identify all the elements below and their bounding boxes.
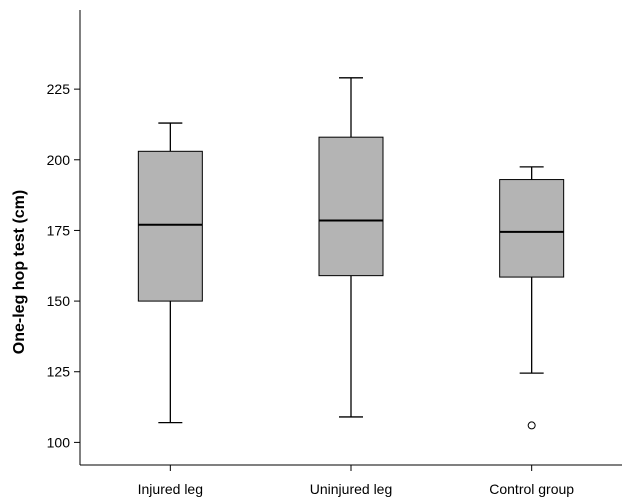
y-tick-label: 125 <box>47 364 71 380</box>
y-tick-label: 150 <box>47 293 71 309</box>
iqr-box <box>318 136 384 277</box>
y-tick-label: 225 <box>47 81 71 97</box>
y-tick-label: 175 <box>47 222 71 238</box>
x-category-label: Injured leg <box>138 481 203 497</box>
y-axis-ticks: 100 125 150 175 200 225 <box>47 81 80 450</box>
outlier-point <box>527 421 536 430</box>
box-control-group <box>499 166 565 430</box>
x-axis-ticks: Injured leg Uninjured leg Control group <box>138 465 574 497</box>
boxes-group <box>137 77 565 430</box>
y-axis-title: One-leg hop test (cm) <box>11 190 28 354</box>
box-injured-leg <box>137 122 203 424</box>
box-uninjured-leg <box>318 77 384 418</box>
iqr-box <box>499 179 565 278</box>
x-category-label: Uninjured leg <box>310 481 393 497</box>
iqr-box <box>137 150 203 302</box>
y-tick-label: 100 <box>47 434 71 450</box>
y-tick-label: 200 <box>47 152 71 168</box>
x-category-label: Control group <box>489 481 574 497</box>
